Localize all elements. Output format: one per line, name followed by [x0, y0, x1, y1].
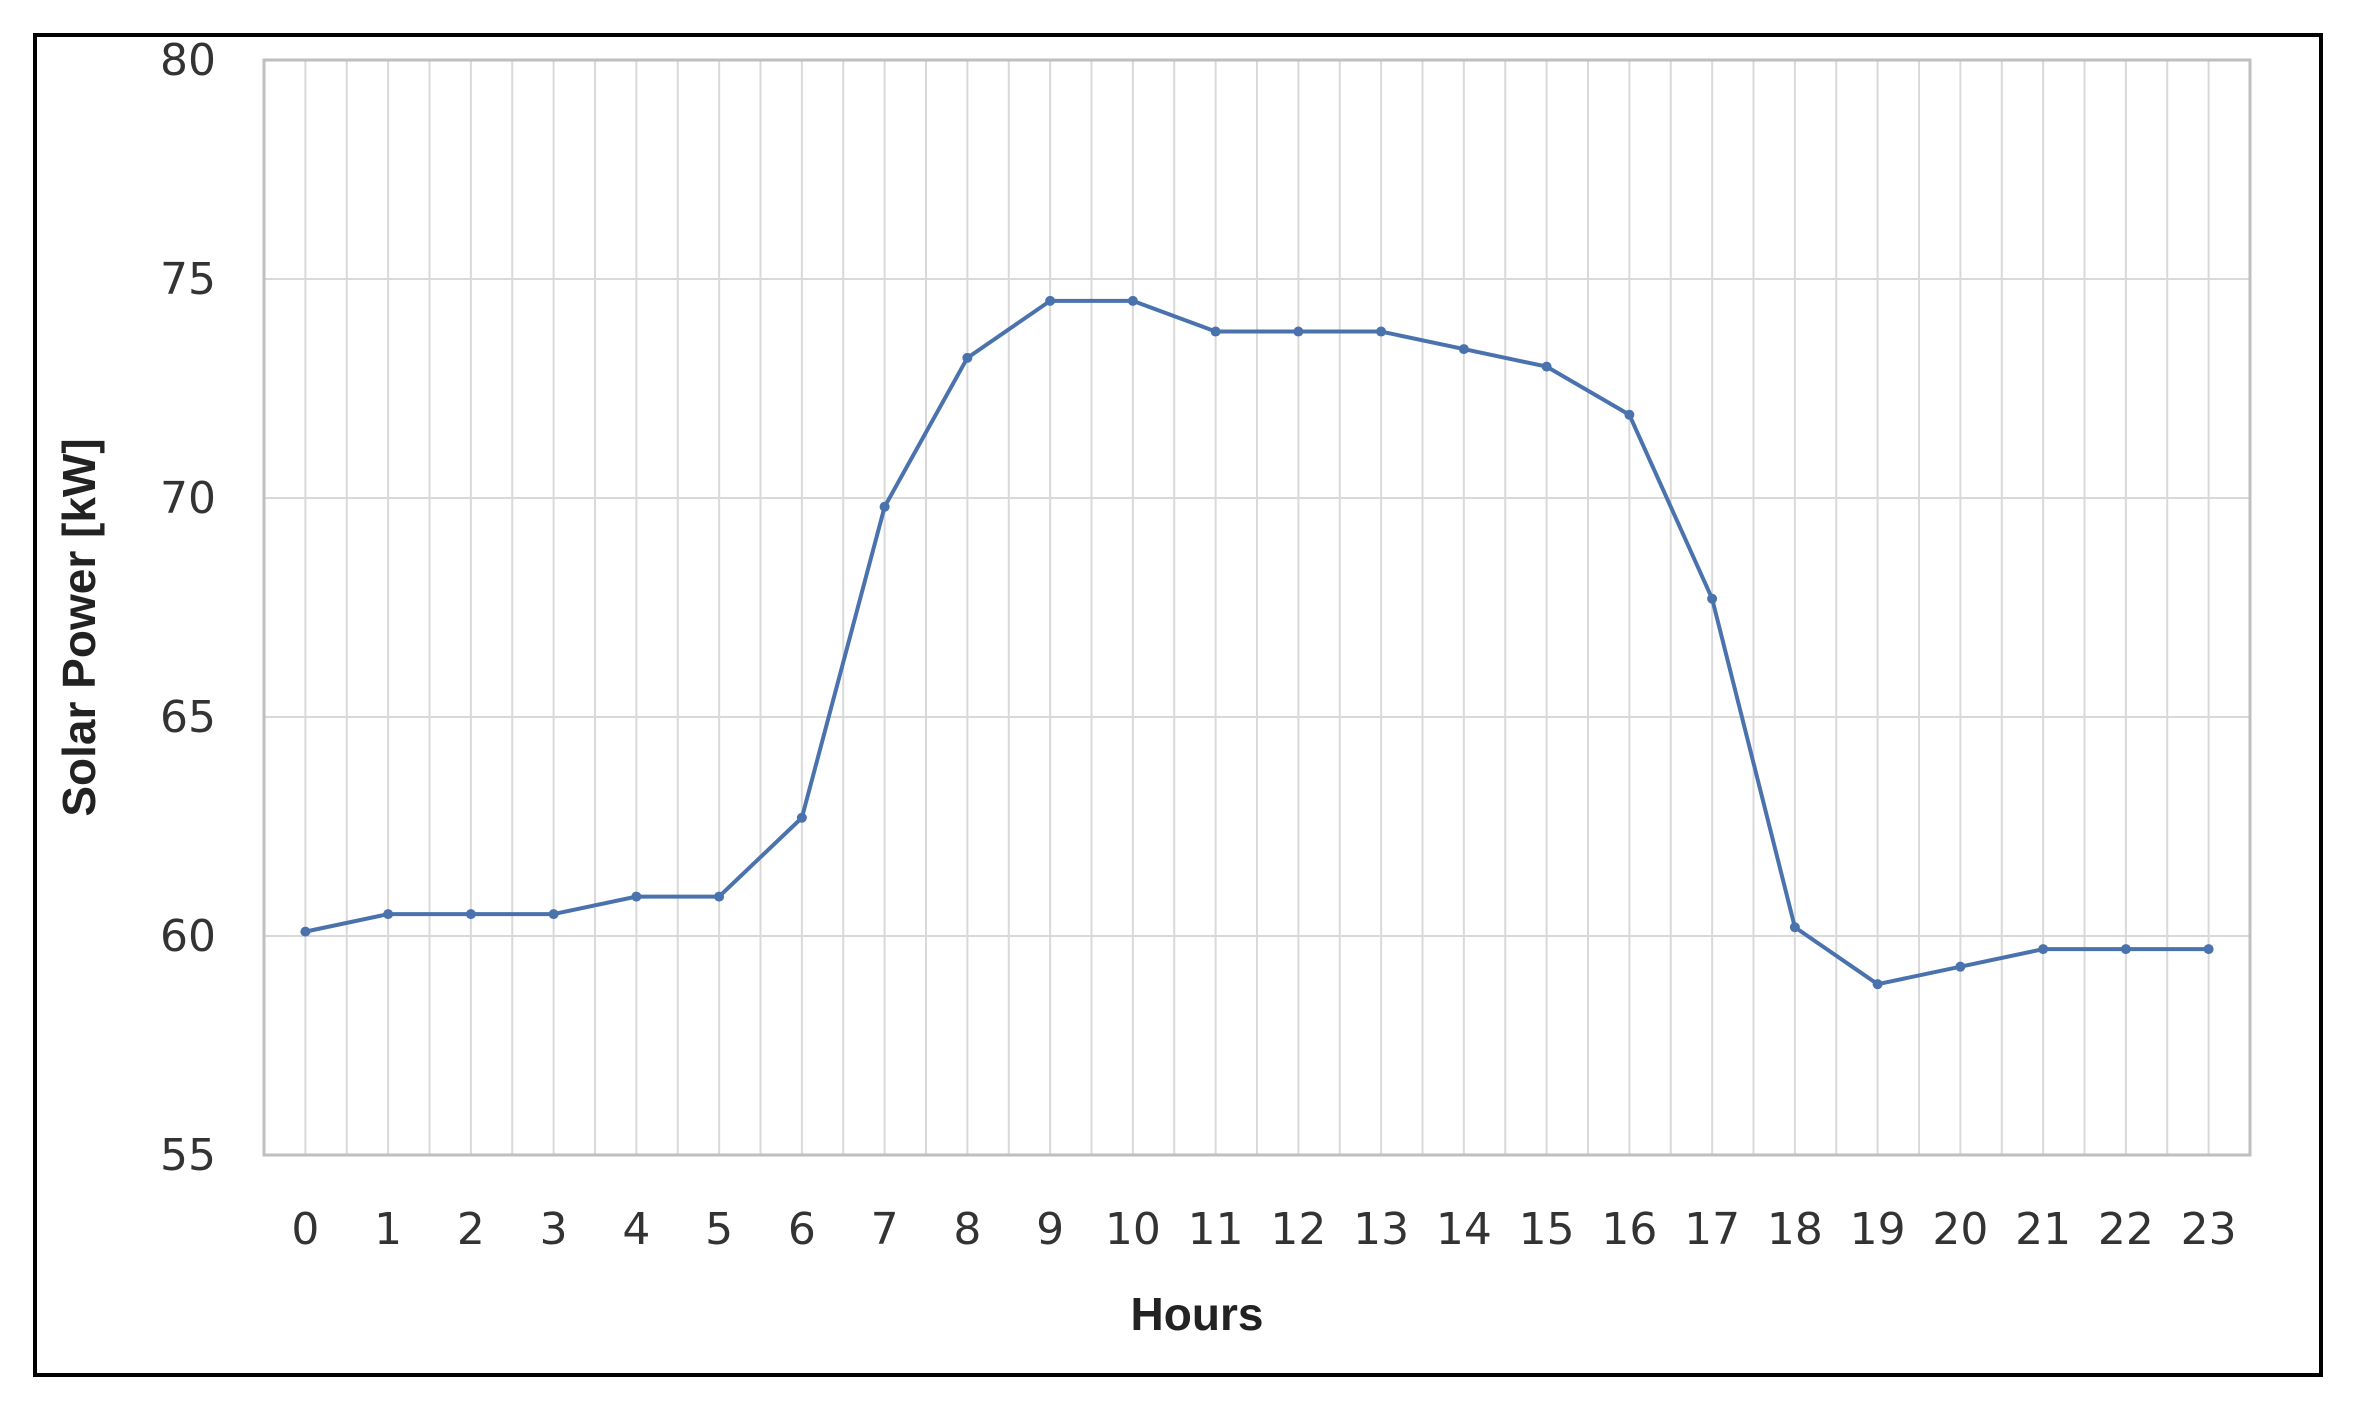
- data-point: [1872, 979, 1883, 990]
- x-tick-label: 2: [457, 1204, 485, 1255]
- y-tick-label: 70: [160, 473, 216, 524]
- data-point: [1789, 922, 1800, 933]
- x-tick-label: 13: [1353, 1204, 1409, 1255]
- gridlines: [263, 59, 2251, 1156]
- data-points: [300, 295, 2214, 990]
- x-tick-label: 14: [1436, 1204, 1492, 1255]
- x-tick-label: 23: [2181, 1204, 2237, 1255]
- x-tick-label: 4: [622, 1204, 650, 1255]
- x-tick-label: 0: [291, 1204, 319, 1255]
- x-tick-label: 6: [788, 1204, 816, 1255]
- y-tick-label: 75: [160, 254, 216, 305]
- x-tick-label: 10: [1105, 1204, 1161, 1255]
- plot-area-border: [262, 58, 2252, 1157]
- x-tick-label: 20: [1932, 1204, 1988, 1255]
- data-point: [1955, 961, 1966, 972]
- x-tick-label: 21: [2015, 1204, 2071, 1255]
- data-point: [2038, 944, 2049, 955]
- x-tick-label: 22: [2098, 1204, 2154, 1255]
- x-tick-label: 8: [953, 1204, 981, 1255]
- x-tick-label: 12: [1270, 1204, 1326, 1255]
- y-tick-label: 55: [160, 1130, 216, 1181]
- data-point: [1376, 326, 1387, 337]
- data-point: [962, 352, 973, 363]
- data-point: [1045, 295, 1056, 306]
- x-tick-label: 17: [1684, 1204, 1740, 1255]
- data-point: [1624, 409, 1635, 420]
- x-tick-label: 19: [1850, 1204, 1906, 1255]
- y-tick-label: 80: [160, 35, 216, 86]
- chart-frame: [33, 33, 2323, 1377]
- data-point: [1458, 344, 1469, 355]
- x-tick-label: 15: [1519, 1204, 1575, 1255]
- data-point: [714, 891, 725, 902]
- data-point: [465, 909, 476, 920]
- series-line: [304, 298, 2209, 987]
- data-point: [1541, 361, 1552, 372]
- data-point: [879, 501, 890, 512]
- data-point: [2120, 944, 2131, 955]
- x-axis-title: Hours: [1131, 1288, 1264, 1340]
- x-tick-label: 16: [1601, 1204, 1657, 1255]
- data-point: [1210, 326, 1221, 337]
- data-point: [1707, 593, 1718, 604]
- x-tick-label: 11: [1188, 1204, 1244, 1255]
- y-axis-title: Solar Power [kW]: [53, 438, 105, 816]
- y-tick-label: 65: [160, 692, 216, 743]
- data-point: [1293, 326, 1304, 337]
- x-axis-ticks: 0 1 2 3 4 5 6 7 8 9 10 11 12 13 14 15 16 17 18 19 20 21 22 23: [291, 1204, 2236, 1255]
- data-point: [2203, 944, 2214, 955]
- x-tick-label: 9: [1036, 1204, 1064, 1255]
- x-tick-label: 5: [705, 1204, 733, 1255]
- x-tick-label: 18: [1767, 1204, 1823, 1255]
- data-point: [1127, 295, 1138, 306]
- data-point: [383, 909, 394, 920]
- data-point: [631, 891, 642, 902]
- data-point: [796, 812, 807, 823]
- x-tick-label: 3: [540, 1204, 568, 1255]
- data-point: [548, 909, 559, 920]
- y-axis-ticks: 55 60 65 70 75 80: [160, 35, 216, 1181]
- y-tick-label: 60: [160, 911, 216, 962]
- data-point: [300, 926, 311, 937]
- x-tick-label: 7: [871, 1204, 899, 1255]
- x-tick-label: 1: [374, 1204, 402, 1255]
